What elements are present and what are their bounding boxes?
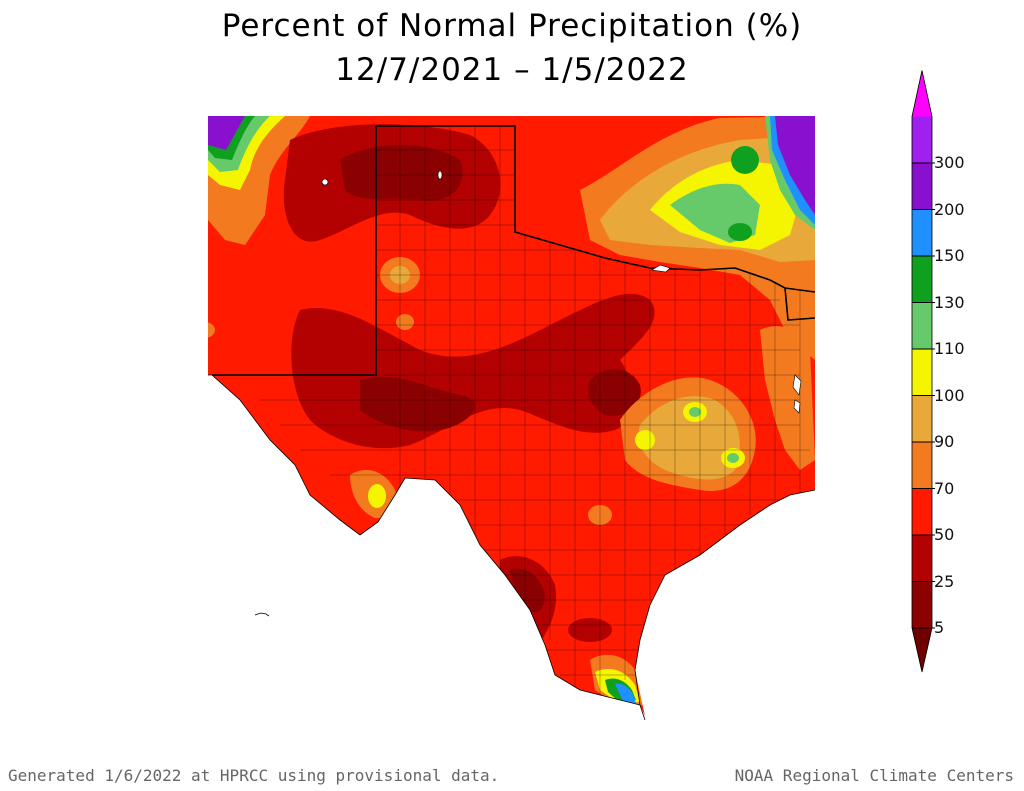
legend-swatch-130 [912,256,932,303]
color-legend [911,70,935,673]
legend-swatch-200 [912,163,932,210]
legend-arrow-top [912,70,932,117]
legend-label-5: 5 [934,618,945,637]
lakes [321,170,802,414]
legend-label-25: 25 [934,571,955,591]
legend-label-300: 300 [934,153,965,172]
legend-swatch-90 [912,395,932,442]
legend-swatch-50 [912,488,932,535]
legend-label-150: 150 [934,246,965,265]
legend-swatch-150 [912,209,932,256]
generated-note: Generated 1/6/2022 at HPRCC using provis… [8,766,500,785]
legend-label-130: 130 [934,292,965,312]
legend-swatch-110 [912,302,932,349]
legend-label-70: 70 [934,478,955,498]
legend-swatch-70 [912,442,932,489]
legend-label-100: 100 [934,385,965,405]
map-title: Percent of Normal Precipitation (%) [221,8,803,44]
legend-swatch-300 [912,116,932,163]
legend-swatch-100 [912,349,932,396]
legend-swatch-25 [912,535,932,582]
legend-arrow-bottom [912,628,932,672]
legend-swatch-5 [912,581,932,628]
legend-label-50: 50 [934,525,955,544]
date-range: 12/7/2021 – 1/5/2022 [335,52,689,88]
county-grid [212,126,810,700]
source-credit: NOAA Regional Climate Centers [734,766,1014,785]
legend-label-90: 90 [934,432,955,451]
legend-label-110: 110 [934,339,965,358]
legend-outline [911,70,933,673]
legend-label-200: 200 [934,199,965,219]
